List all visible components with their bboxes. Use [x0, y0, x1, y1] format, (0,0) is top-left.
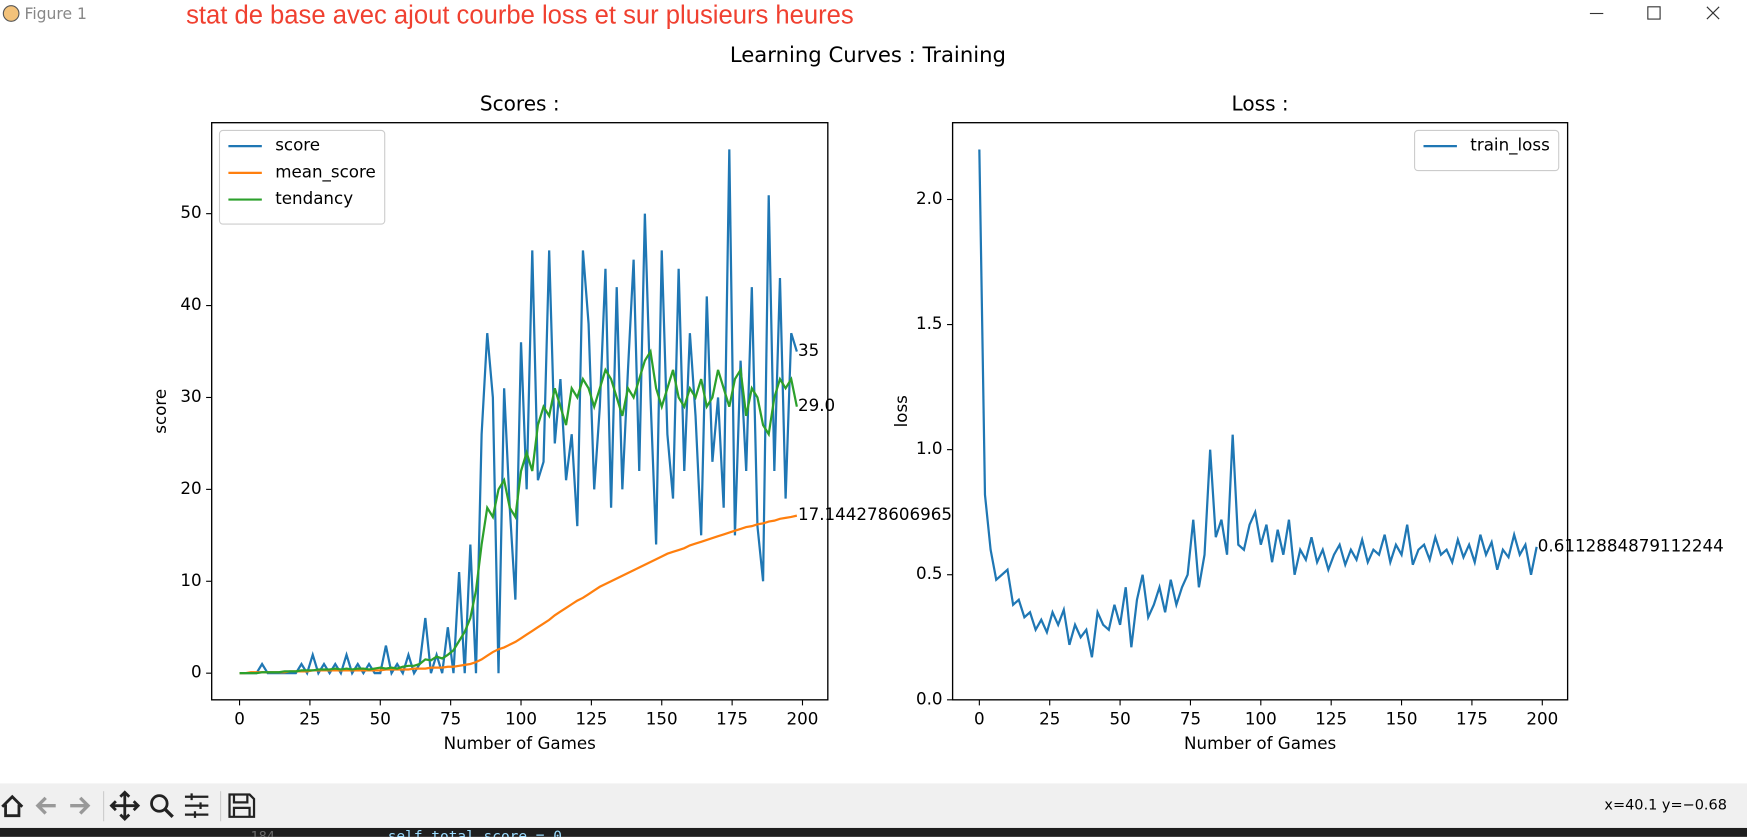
series-line — [239, 348, 798, 675]
maximize-button[interactable] — [1647, 6, 1661, 20]
toolbar — [0, 783, 1747, 828]
x-tick-label: 25 — [1039, 708, 1060, 728]
zoom-button[interactable] — [150, 794, 169, 813]
x-axis-label: Number of Games — [444, 733, 596, 753]
y-tick-label: 1.5 — [916, 313, 943, 333]
legend-label: tendancy — [275, 188, 353, 208]
status-text: x=40.1 y=−0.68 — [1604, 798, 1727, 814]
code-line-number: 184 — [251, 830, 275, 837]
series-line — [978, 149, 1538, 658]
axes-title: Loss : — [1232, 91, 1289, 115]
axes-frame — [211, 122, 829, 701]
x-tick-label: 125 — [575, 708, 607, 728]
x-tick-label: 25 — [299, 708, 320, 728]
y-tick-label: 2.0 — [916, 188, 943, 208]
legend-label: score — [275, 135, 320, 155]
y-tick-label: 40 — [180, 294, 201, 314]
save-button[interactable] — [228, 793, 256, 818]
x-axis-label: Number of Games — [1184, 733, 1336, 753]
axes-title: Scores : — [480, 91, 560, 115]
forward-button[interactable] — [70, 796, 91, 815]
x-tick-label: 0 — [974, 708, 985, 728]
configure-button[interactable] — [184, 793, 209, 818]
legend: score mean_score tendancy — [218, 129, 386, 225]
code-editor-strip — [0, 827, 1747, 837]
axes-background — [952, 122, 1568, 700]
close-button[interactable] — [1706, 6, 1720, 20]
y-tick-label: 50 — [180, 202, 201, 222]
x-tick-label: 50 — [1109, 708, 1130, 728]
legend: train_loss — [1414, 129, 1560, 172]
app-icon — [2, 5, 20, 22]
x-tick-label: 125 — [1315, 708, 1347, 728]
x-tick-label: 175 — [1456, 708, 1488, 728]
end-label: 17.144278606965 — [798, 504, 952, 524]
x-tick-label: 175 — [716, 708, 748, 728]
y-axis-label: loss — [891, 395, 911, 427]
end-label: 0.6112884879112244 — [1538, 535, 1724, 555]
back-button[interactable] — [35, 796, 56, 815]
pan-button[interactable] — [109, 790, 141, 822]
x-tick-label: 150 — [1386, 708, 1418, 728]
x-tick-label: 200 — [787, 708, 819, 728]
window-title: Figure 1 — [25, 5, 87, 23]
end-label: 35 — [798, 340, 819, 360]
x-tick-label: 100 — [505, 708, 537, 728]
y-tick-label: 10 — [180, 570, 201, 590]
y-axis-label: score — [150, 389, 170, 434]
x-tick-label: 200 — [1526, 708, 1558, 728]
legend-frame — [1414, 129, 1560, 172]
y-tick-label: 0.0 — [916, 688, 943, 708]
code-text: self.total_score = 0 — [388, 829, 562, 837]
end-label: 29.0 — [798, 395, 835, 415]
zoom-handle — [163, 807, 174, 818]
y-tick-label: 20 — [180, 478, 201, 498]
axes-frame — [951, 122, 1569, 701]
legend-label: mean_score — [275, 161, 376, 182]
y-tick-label: 0 — [191, 662, 202, 682]
x-tick-label: 75 — [1180, 708, 1201, 728]
figure-title: Learning Curves : Training — [730, 42, 1006, 67]
charts: 0 25 50 75 100 125 150 175 200 0 10 20 30 40 50 35 17.14… — [150, 91, 1724, 753]
series-line — [239, 514, 798, 675]
x-tick-label: 50 — [370, 708, 391, 728]
y-tick-label: 1.0 — [916, 438, 943, 458]
y-tick-label: 0.5 — [916, 563, 943, 583]
home-button[interactable] — [1, 794, 24, 818]
annotation: stat de base avec ajout courbe loss et s… — [186, 2, 854, 30]
legend-label: train_loss — [1470, 135, 1550, 156]
y-tick-label: 30 — [180, 386, 201, 406]
x-tick-label: 150 — [646, 708, 678, 728]
x-tick-label: 0 — [234, 708, 245, 728]
x-tick-label: 75 — [440, 708, 461, 728]
x-tick-label: 100 — [1245, 708, 1277, 728]
